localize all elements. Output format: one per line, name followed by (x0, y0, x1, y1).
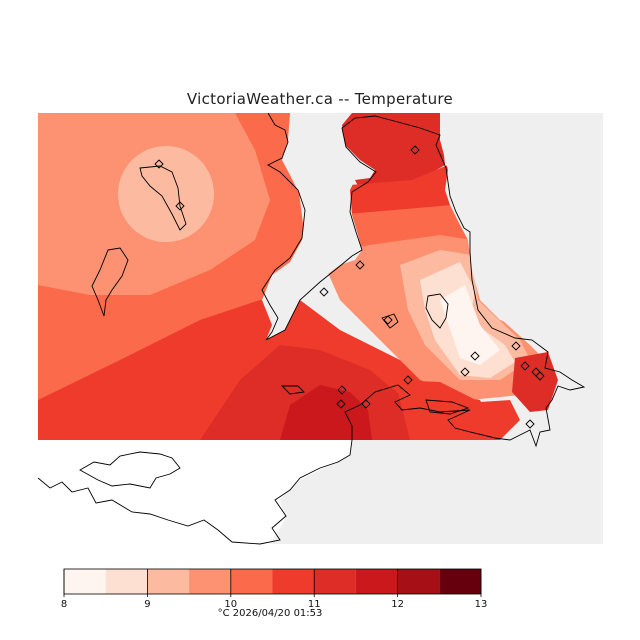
legend-swatch (64, 569, 106, 594)
station-marker[interactable] (460, 367, 470, 377)
contour-band-11.5-12-south (280, 385, 372, 440)
olympic-coastline (37, 439, 353, 545)
sooke-lake-outline (139, 165, 187, 231)
station-marker[interactable] (175, 201, 185, 211)
legend-swatch (230, 569, 273, 594)
station-marker[interactable] (520, 361, 530, 371)
station-marker[interactable] (361, 399, 371, 409)
legend-tick-label: 13 (475, 599, 488, 610)
station-marker[interactable] (403, 375, 413, 385)
small-island-1 (280, 385, 305, 395)
station-marker[interactable] (410, 145, 420, 155)
contour-band-11-11.5-oakbay (512, 352, 558, 412)
small-island-3 (425, 399, 470, 415)
station-marker[interactable] (511, 341, 521, 351)
station-marker[interactable] (319, 287, 329, 297)
legend-tick-label: 8 (61, 599, 67, 610)
temperature-contours (38, 113, 558, 440)
station-marker[interactable] (535, 371, 545, 381)
east-peninsula-coastline (341, 115, 586, 448)
station-marker[interactable] (154, 159, 164, 169)
no-data-region-east (270, 440, 603, 544)
contour-band-10.5-11-east (350, 165, 452, 220)
legend-swatch (147, 569, 190, 594)
legend-swatches (63, 568, 482, 595)
legend-tick-label: 11 (308, 599, 321, 610)
contour-band-9-9.5-circle (118, 146, 214, 242)
legend-swatch (355, 569, 398, 594)
jordan-lake-outline (91, 247, 129, 317)
station-marker[interactable] (355, 260, 365, 270)
station-marker[interactable] (337, 385, 347, 395)
legend-ticks: 8 9 10 11 12 13 (61, 569, 488, 610)
legend-caption: °C 2026/04/20 01:53 (217, 608, 323, 619)
legend-swatch (397, 569, 440, 594)
legend-tick-label: 10 (224, 599, 237, 610)
legend-tick-label: 12 (391, 599, 404, 610)
olympic-inlet-coastline (79, 451, 181, 489)
legend-swatch (314, 569, 356, 594)
legend-swatch (189, 569, 231, 594)
water-bodies (262, 113, 603, 440)
islands (91, 165, 470, 415)
station-marker[interactable] (525, 419, 535, 429)
coastlines (37, 112, 586, 545)
saanich-inlet-water (262, 113, 375, 340)
station-marker[interactable] (383, 315, 393, 325)
legend-swatch (105, 569, 148, 594)
legend-tick-label: 9 (144, 599, 150, 610)
station-marker[interactable] (336, 399, 346, 409)
contour-band-8-8.5-east (440, 285, 500, 365)
no-data-region (38, 440, 352, 545)
west-coastline (261, 112, 353, 341)
station-marker[interactable] (470, 351, 480, 361)
legend-swatch (439, 569, 481, 594)
haro-strait-water (440, 113, 603, 440)
weather-stations (154, 145, 545, 429)
small-island-2 (381, 313, 399, 329)
legend-swatch (272, 569, 315, 594)
contour-band-10.5-11-victoria (395, 380, 520, 440)
elk-lake-outline (425, 293, 449, 329)
map-title: VictoriaWeather.ca -- Temperature (186, 90, 454, 108)
